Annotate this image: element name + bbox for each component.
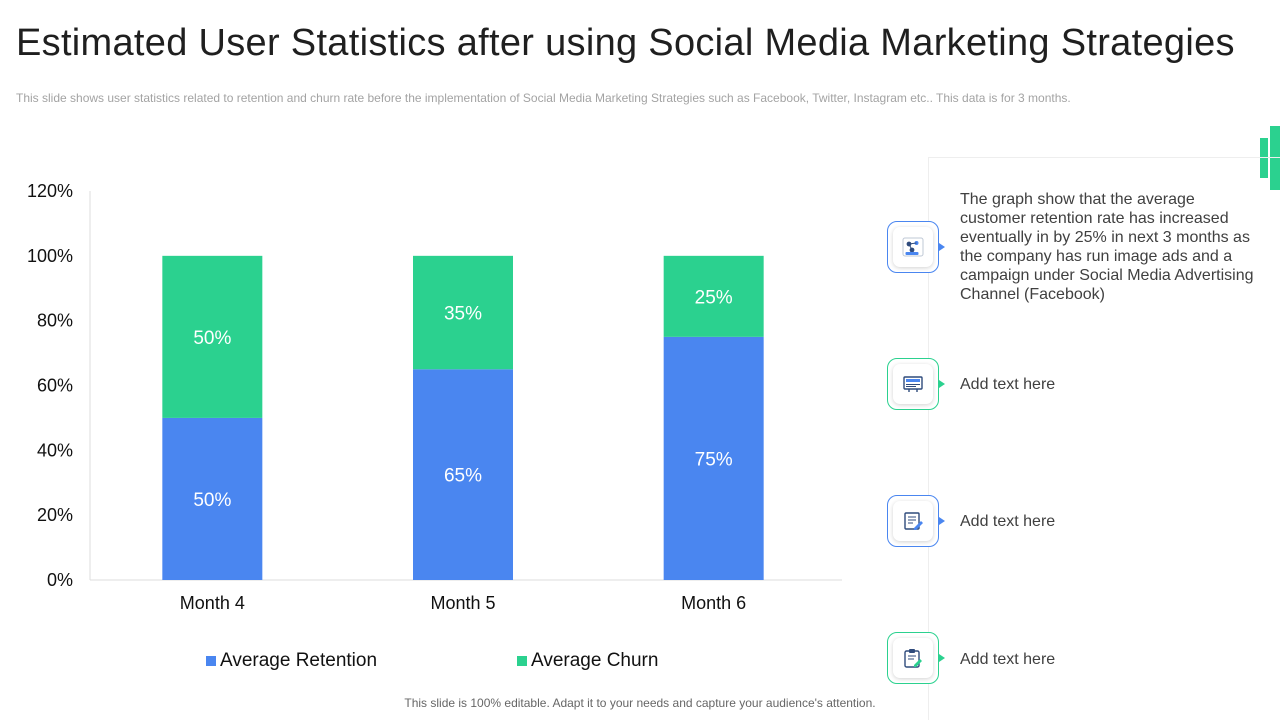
legend-label-retention: Average Retention	[220, 650, 378, 671]
edit-document-icon	[904, 512, 923, 530]
x-tick-label: Month 5	[430, 593, 495, 613]
insight-icon-box-4	[887, 632, 945, 684]
insight-icon-box-2	[887, 358, 945, 410]
bar-churn-1	[162, 255, 263, 418]
accent-bar-small	[1260, 138, 1268, 178]
insight-text-1: The graph show that the average customer…	[960, 191, 1254, 303]
bar-retention-2	[413, 369, 513, 580]
billboard-icon	[903, 376, 923, 392]
legend-churn: Average Churn	[517, 650, 658, 672]
team-network-icon	[902, 237, 924, 257]
y-tick-label: 80%	[37, 311, 73, 331]
legend-swatch-churn	[517, 656, 527, 666]
insight-icon-box-3	[887, 495, 945, 547]
bar-churn-3	[663, 255, 764, 337]
y-tick-label: 40%	[37, 440, 73, 460]
stacked-bar-chart: 0% 20% 40% 60% 80% 100% 120% 50% 50% Month 4 65% 35…	[27, 181, 842, 613]
data-label: 75%	[695, 449, 733, 470]
data-label: 50%	[193, 490, 231, 511]
bar-retention-3	[663, 336, 764, 580]
x-tick-label: Month 6	[681, 593, 746, 613]
y-tick-label: 20%	[37, 505, 73, 525]
y-tick-label: 60%	[37, 376, 73, 396]
data-label: 35%	[444, 304, 482, 325]
x-tick-label: Month 4	[180, 593, 245, 613]
page-title: Estimated User Statistics after using So…	[16, 22, 1235, 64]
accent-bar	[1270, 126, 1280, 190]
footer-note: This slide is 100% editable. Adapt it to…	[404, 696, 876, 710]
y-tick-label: 100%	[27, 246, 73, 266]
data-label: 25%	[695, 287, 733, 308]
legend-retention: Average Retention	[206, 650, 377, 672]
side-panel	[928, 157, 1280, 720]
data-label: 65%	[444, 466, 482, 487]
insight-text-3: Add text here	[960, 513, 1056, 530]
data-label: 50%	[193, 328, 231, 349]
insight-icon-box-1	[887, 221, 945, 273]
y-tick-label: 0%	[47, 570, 73, 590]
legend-label-churn: Average Churn	[531, 650, 659, 671]
insight-text-2: Add text here	[960, 376, 1056, 393]
page-subtitle: This slide shows user statistics related…	[16, 91, 1071, 105]
clipboard-edit-icon	[904, 649, 922, 668]
bar-retention-1	[162, 417, 263, 580]
y-tick-label: 120%	[27, 181, 73, 201]
insight-text-4: Add text here	[960, 651, 1056, 668]
legend-swatch-retention	[206, 656, 216, 666]
bar-churn-2	[413, 255, 513, 370]
